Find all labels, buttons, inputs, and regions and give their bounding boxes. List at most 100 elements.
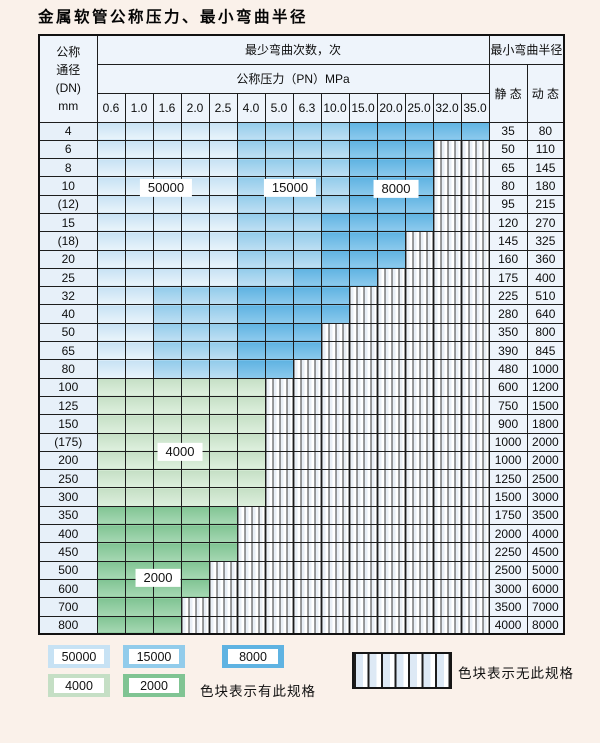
spec-cell-4000 xyxy=(124,432,154,452)
no-spec-cell xyxy=(292,359,322,379)
spec-cell-50000 xyxy=(152,158,182,178)
spec-cell-8000 xyxy=(236,359,266,379)
table-row: (12) 95 215 xyxy=(38,194,565,214)
no-spec-cell xyxy=(376,322,406,343)
spec-table-wrap: 公称 通径 (DN) mm 最少弯曲次数，次 最小弯曲半径 公称压力（PN）MPa 静 … xyxy=(38,34,566,636)
dynamic-radius-cell: 215 xyxy=(526,194,565,214)
no-spec-cell xyxy=(460,524,490,544)
spec-cell-2000 xyxy=(152,524,182,544)
static-radius-cell: 3000 xyxy=(488,578,528,599)
spec-cell-50000 xyxy=(124,194,154,214)
no-spec-cell xyxy=(320,505,350,526)
dn-cell: 100 xyxy=(38,377,98,397)
static-radius-cell: 350 xyxy=(488,322,528,343)
spec-cell-15000 xyxy=(236,121,266,141)
category-label-4000: 4000 xyxy=(157,442,203,462)
table-row: 80 480 1000 xyxy=(38,359,565,379)
no-spec-cell xyxy=(432,487,462,507)
dynamic-radius-cell: 4000 xyxy=(526,524,565,544)
spec-cell-15000 xyxy=(264,267,294,288)
no-spec-cell xyxy=(460,176,490,196)
no-spec-cell xyxy=(404,414,434,434)
spec-cell-4000 xyxy=(124,487,154,507)
static-radius-cell: 95 xyxy=(488,194,528,214)
spec-cell-50000 xyxy=(124,249,154,269)
no-spec-cell xyxy=(292,469,322,489)
dn-cell: (12) xyxy=(38,194,98,214)
spec-cell-8000 xyxy=(404,212,434,233)
dynamic-radius-cell: 5000 xyxy=(526,560,565,580)
no-spec-cell xyxy=(264,377,294,397)
spec-cell-50000 xyxy=(96,121,126,141)
spec-cell-15000 xyxy=(180,286,210,306)
header-pressure-value: 32.0 xyxy=(432,92,462,123)
spec-cell-15000 xyxy=(208,359,238,379)
static-radius-cell: 120 xyxy=(488,212,528,233)
no-spec-cell xyxy=(376,414,406,434)
no-spec-cell xyxy=(460,487,490,507)
spec-cell-15000 xyxy=(292,194,322,214)
static-radius-cell: 4000 xyxy=(488,615,528,635)
no-spec-cell xyxy=(292,578,322,599)
no-spec-cell xyxy=(348,469,378,489)
no-spec-cell xyxy=(376,359,406,379)
dynamic-radius-cell: 800 xyxy=(526,322,565,343)
spec-cell-8000 xyxy=(404,121,434,141)
spec-cell-2000 xyxy=(96,578,126,599)
header-pressure-value: 4.0 xyxy=(236,92,266,123)
spec-cell-4000 xyxy=(180,469,210,489)
no-spec-cell xyxy=(348,286,378,306)
dynamic-radius-cell: 180 xyxy=(526,176,565,196)
no-spec-cell xyxy=(460,359,490,379)
spec-cell-15000 xyxy=(180,359,210,379)
spec-cell-4000 xyxy=(152,487,182,507)
dn-cell: 250 xyxy=(38,469,98,489)
header-pressure-value: 1.6 xyxy=(152,92,182,123)
spec-cell-8000 xyxy=(292,267,322,288)
no-spec-cell xyxy=(320,432,350,452)
no-spec-cell xyxy=(264,414,294,434)
spec-cell-8000 xyxy=(348,231,378,251)
no-spec-cell xyxy=(460,505,490,526)
dynamic-radius-cell: 640 xyxy=(526,304,565,324)
spec-cell-15000 xyxy=(264,194,294,214)
spec-cell-50000 xyxy=(180,231,210,251)
no-spec-cell xyxy=(292,542,322,562)
no-spec-cell xyxy=(404,542,434,562)
spec-cell-50000 xyxy=(180,139,210,160)
spec-cell-8000 xyxy=(348,249,378,269)
spec-cell-2000 xyxy=(180,560,210,580)
dynamic-radius-cell: 8000 xyxy=(526,615,565,635)
spec-cell-8000 xyxy=(404,158,434,178)
spec-cell-50000 xyxy=(208,194,238,214)
spec-cell-8000 xyxy=(236,341,266,361)
dn-cell: 10 xyxy=(38,176,98,196)
no-spec-cell xyxy=(376,560,406,580)
spec-cell-15000 xyxy=(264,139,294,160)
no-spec-cell xyxy=(236,542,266,562)
spec-cell-2000 xyxy=(96,524,126,544)
no-spec-cell xyxy=(348,505,378,526)
spec-cell-8000 xyxy=(264,359,294,379)
dn-cell: 800 xyxy=(38,615,98,635)
no-spec-cell xyxy=(432,304,462,324)
header-pressure-value: 2.0 xyxy=(180,92,210,123)
spec-cell-15000 xyxy=(236,194,266,214)
legend-box-label: 50000 xyxy=(54,649,104,664)
spec-cell-15000 xyxy=(320,176,350,196)
spec-cell-15000 xyxy=(180,341,210,361)
no-spec-cell xyxy=(236,524,266,544)
no-spec-cell xyxy=(348,578,378,599)
spec-cell-50000 xyxy=(152,212,182,233)
no-spec-cell xyxy=(432,578,462,599)
dynamic-radius-cell: 400 xyxy=(526,267,565,288)
no-spec-cell xyxy=(460,395,490,416)
static-radius-cell: 160 xyxy=(488,249,528,269)
dn-cell: 600 xyxy=(38,578,98,599)
spec-cell-8000 xyxy=(348,194,378,214)
static-radius-cell: 2250 xyxy=(488,542,528,562)
dn-cell: 700 xyxy=(38,597,98,617)
dn-cell: 450 xyxy=(38,542,98,562)
dynamic-radius-cell: 360 xyxy=(526,249,565,269)
spec-cell-50000 xyxy=(124,267,154,288)
